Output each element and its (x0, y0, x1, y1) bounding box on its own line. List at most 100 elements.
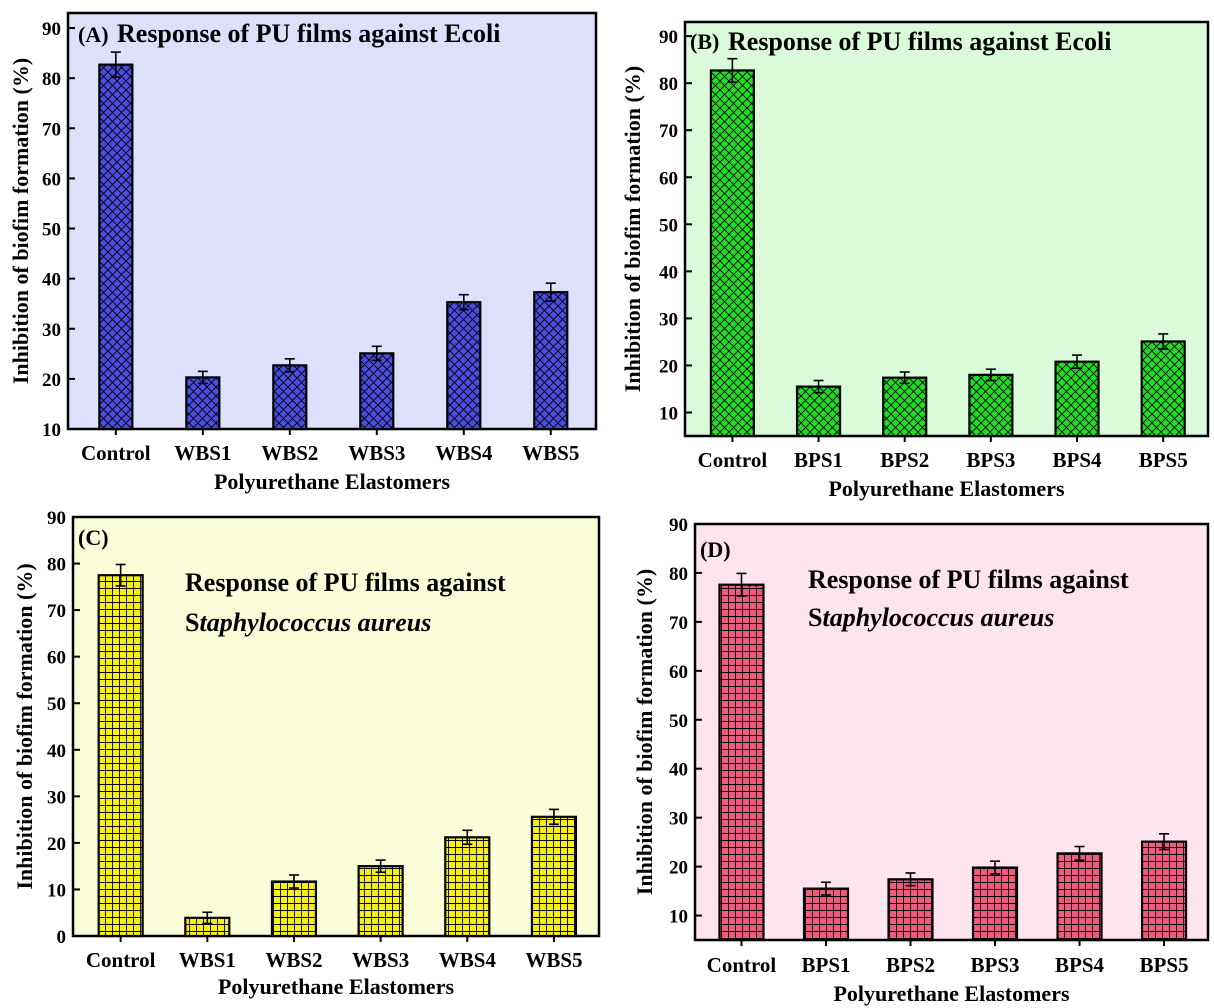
bar-wbs4 (446, 301, 482, 431)
x-tick-label: BPS5 (1140, 953, 1189, 977)
x-tick-label: WBS2 (261, 441, 318, 465)
panel-title-segment: Response of PU films against Ecoli (117, 19, 501, 48)
y-tick-label: 10 (47, 880, 66, 901)
y-axis-title: Inhibition of biofim formation (%) (620, 66, 645, 392)
x-axis-title: Polyurethane Elastomers (828, 476, 1065, 501)
bar-bps5 (1140, 340, 1186, 438)
panel-letter: (A) (78, 22, 109, 47)
bar-wbs2 (270, 880, 318, 938)
x-tick-label: BPS2 (886, 953, 935, 977)
chart-panel-4: 10 20 30 40 50 60 70 80 90 Control BPS1 BPS2 BPS3 BPS… (632, 515, 1210, 1006)
y-tick-label: 50 (659, 215, 678, 236)
x-tick-label: Control (81, 441, 151, 465)
chart-panel-1: 10 20 30 40 50 60 70 80 90 Control WBS1 WBS2 WBS3 WBS… (8, 11, 598, 494)
y-tick-label: 30 (42, 320, 61, 341)
panel-letter: (C) (78, 525, 109, 550)
y-tick-label: 60 (669, 662, 688, 683)
bar-wbs2 (272, 364, 308, 431)
x-tick-label: BPS1 (794, 448, 843, 472)
bar-wbs5 (533, 291, 569, 431)
x-tick-label: WBS3 (348, 441, 405, 465)
bar-control (97, 574, 144, 938)
y-tick-label: 50 (669, 711, 688, 732)
y-tick-label: 60 (659, 168, 678, 189)
panel-title-segment: Response of PU films against (185, 568, 506, 597)
bar-wbs4 (444, 836, 491, 938)
y-tick-label: 80 (659, 74, 678, 95)
panel-title-line-2: Staphylococcus aureus (185, 608, 431, 637)
bar-wbs1 (185, 376, 221, 431)
panel-title-segment: S (185, 608, 199, 637)
y-tick-label: 10 (42, 420, 61, 441)
plot-area (66, 11, 598, 431)
bar-bps2 (882, 376, 928, 438)
bar-bps5 (1140, 840, 1188, 942)
plot-area (693, 522, 1210, 942)
y-tick-label: 80 (47, 555, 66, 576)
panels-root: 10 20 30 40 50 60 70 80 90 Control WBS1 WBS2 WBS3 WBS… (8, 11, 1210, 1006)
y-tick-label: 10 (669, 907, 688, 928)
y-tick-label: 20 (47, 834, 66, 855)
x-tick-label: WBS4 (439, 948, 497, 972)
panel-title-line-1: Response of PU films against (808, 565, 1129, 594)
bar-bps4 (1054, 360, 1100, 438)
panel-title-line-1: Response of PU films against Ecoli (728, 27, 1112, 56)
y-tick-label: 90 (669, 515, 688, 536)
plot-area (683, 20, 1210, 438)
bar-bps1 (795, 385, 842, 438)
bar-bps1 (802, 887, 850, 942)
x-tick-label: WBS5 (522, 441, 579, 465)
y-tick-label: 80 (669, 564, 688, 585)
panel-letter: (D) (700, 537, 731, 562)
bar-bps3 (968, 373, 1014, 438)
x-tick-label: BPS5 (1139, 448, 1188, 472)
y-tick-label: 60 (42, 169, 61, 190)
y-tick-label: 60 (47, 648, 66, 669)
bar-wbs3 (359, 352, 395, 431)
x-tick-label: WBS2 (265, 948, 322, 972)
x-axis-title: Polyurethane Elastomers (214, 469, 451, 494)
y-tick-label: 40 (659, 262, 678, 283)
bar-wbs5 (530, 815, 578, 938)
bar-control (718, 583, 765, 942)
y-axis-title: Inhibition of biofim formation (%) (632, 569, 657, 895)
bar-bps4 (1056, 852, 1103, 942)
panel-letter: (B) (690, 29, 719, 54)
y-tick-label: 30 (47, 787, 66, 808)
x-tick-label: WBS3 (352, 948, 409, 972)
bar-bps3 (971, 866, 1019, 942)
y-tick-label: 70 (669, 613, 688, 634)
y-tick-label: 70 (659, 121, 678, 142)
y-tick-label: 0 (57, 927, 67, 948)
y-tick-label: 40 (669, 760, 688, 781)
x-tick-label: BPS4 (1055, 953, 1105, 977)
x-tick-label: Control (698, 448, 768, 472)
y-tick-label: 90 (659, 27, 678, 48)
x-tick-label: BPS3 (966, 448, 1015, 472)
y-tick-label: 20 (659, 356, 678, 377)
panel-title-segment: taphylococcus aureus (822, 603, 1054, 632)
y-axis-title: Inhibition of biofim formation (%) (8, 58, 33, 384)
chart-panel-2: 10 20 30 40 50 60 70 80 90 Control BPS1 BPS2 BPS3 BPS… (620, 20, 1210, 501)
y-tick-label: 40 (47, 741, 66, 762)
y-tick-label: 80 (42, 69, 61, 90)
y-tick-label: 90 (42, 19, 61, 40)
panel-title-segment: S (808, 603, 822, 632)
plot-area (71, 515, 601, 938)
x-tick-label: Control (707, 953, 777, 977)
y-tick-label: 30 (669, 809, 688, 830)
panel-title-segment: Response of PU films against Ecoli (728, 27, 1112, 56)
x-tick-label: BPS4 (1053, 448, 1103, 472)
x-tick-label: BPS3 (971, 953, 1020, 977)
x-tick-label: BPS2 (880, 448, 929, 472)
x-tick-label: WBS4 (435, 441, 493, 465)
bar-bps2 (887, 878, 934, 942)
bar-control (709, 69, 755, 438)
panel-title-segment: Response of PU films against (808, 565, 1129, 594)
x-tick-label: Control (86, 948, 156, 972)
y-tick-label: 50 (42, 220, 61, 241)
panel-title-line-1: Response of PU films against (185, 568, 506, 597)
panel-title-line-1: Response of PU films against Ecoli (117, 19, 501, 48)
x-axis-title: Polyurethane Elastomers (833, 981, 1070, 1006)
y-tick-label: 70 (47, 601, 66, 622)
